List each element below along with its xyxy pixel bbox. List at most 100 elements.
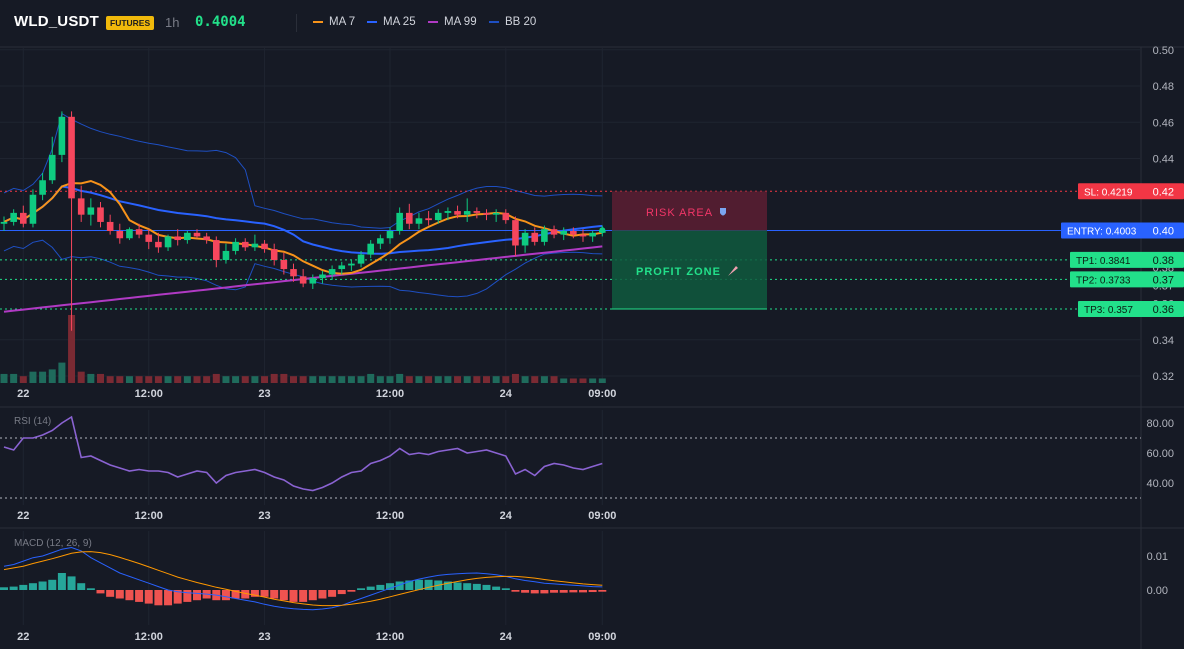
macd-histogram-bar [173, 590, 182, 604]
macd-histogram-bar [366, 586, 375, 590]
macd-histogram-bar [414, 579, 423, 590]
macd-histogram-bar [598, 590, 607, 592]
candle-body [116, 231, 124, 239]
volume-bar [251, 376, 259, 383]
macd-histogram-bar [125, 590, 134, 601]
volume-bar [241, 376, 249, 383]
candle-body [357, 254, 365, 264]
macd-histogram-bar [328, 590, 337, 597]
macd-histogram-bar [154, 590, 163, 606]
x-tick-label: 22 [17, 631, 29, 643]
volume-bar [540, 376, 548, 383]
level-tag-bg [1070, 271, 1184, 288]
volume-bar [19, 376, 27, 383]
macd-histogram-bar [38, 581, 47, 590]
volume-bar [376, 376, 384, 383]
candle-body [328, 269, 336, 275]
macd-histogram-bar [250, 590, 259, 597]
candle-body [299, 276, 307, 284]
macd-histogram-bar [357, 588, 366, 590]
macd-histogram-bar [386, 583, 394, 590]
macd-histogram-bar [106, 590, 115, 597]
volume-bar [164, 376, 172, 383]
macd-histogram-bar [492, 586, 501, 590]
symbol-name[interactable]: WLD_USDT [14, 13, 99, 30]
profit-zone-label: PROFIT ZONE [636, 266, 721, 278]
macd-histogram-bar [241, 590, 250, 599]
volume-bar [415, 376, 423, 383]
candle-body [570, 231, 577, 235]
legend-ma25-label: MA 25 [383, 16, 416, 28]
volume-bar [145, 376, 153, 383]
legend-bb20[interactable]: BB 20 [489, 16, 536, 28]
level-tag-label: ENTRY: 0.4003 [1067, 226, 1137, 237]
candle-body [463, 211, 471, 215]
volume-bar [270, 373, 278, 383]
macd-histogram-bar [86, 588, 95, 590]
candle-body [396, 212, 403, 231]
price-tick-label: 0.44 [1153, 154, 1174, 166]
volume-bar [434, 376, 442, 383]
volume-bar [232, 376, 240, 383]
macd-histogram-bar [376, 584, 385, 590]
risk-area-label: RISK AREA [646, 207, 713, 219]
price-tick-label: 0.48 [1153, 81, 1174, 93]
macd-histogram-bar [501, 588, 510, 590]
candle-body [483, 212, 490, 215]
legend-ma7[interactable]: MA 7 [313, 16, 355, 28]
macd-histogram-bar [559, 590, 568, 593]
macd-histogram-bar [482, 584, 491, 590]
candle-body [270, 249, 278, 260]
candle-body [502, 212, 510, 221]
volume-bar [598, 378, 606, 383]
volume-bar [425, 376, 433, 383]
macd-histogram-bar [405, 580, 414, 590]
macd-histogram-bar [260, 590, 269, 597]
candle-body [58, 116, 66, 155]
macd-histogram-bar [521, 590, 530, 593]
volume-bar [183, 376, 191, 383]
legend-ma99[interactable]: MA 99 [428, 16, 477, 28]
ma25-line [3, 185, 603, 255]
volume-bar [77, 371, 85, 383]
candle-body [406, 212, 413, 224]
candle-body [29, 194, 37, 224]
volume-bar [569, 378, 577, 383]
x-tick-label: 12:00 [135, 631, 163, 643]
volume-bar [0, 373, 8, 383]
volume-bar [135, 376, 143, 383]
legend-ma25[interactable]: MA 25 [367, 16, 416, 28]
macd-histogram-bar [67, 576, 76, 590]
risk-zone [612, 191, 767, 231]
volume-bar [97, 373, 104, 383]
macd-histogram-bar [308, 590, 317, 601]
candle-body [367, 243, 374, 255]
volume-bar [106, 376, 114, 383]
price-tick-label: 0.50 [1153, 45, 1174, 57]
volume-bar [579, 378, 587, 383]
volume-bar [589, 378, 597, 383]
volume-bar [367, 373, 375, 383]
profit-zone [612, 230, 767, 309]
rsi-tick-label: 40.00 [1146, 478, 1174, 490]
macd-histogram-bar [318, 590, 327, 599]
candle-body [541, 229, 548, 242]
candle-body [261, 243, 268, 250]
x-tick-label: 23 [258, 388, 270, 400]
legend-ma7-label: MA 7 [329, 16, 356, 28]
candle-body [434, 212, 442, 221]
interval-selector[interactable]: 1h [165, 15, 180, 30]
candle-body [87, 207, 95, 215]
macd-histogram-bar [530, 590, 539, 594]
candle-body [589, 232, 596, 237]
candle-body [97, 207, 104, 222]
volume-bar [212, 373, 220, 383]
macd-histogram-bar [463, 583, 472, 590]
macd-histogram-bar [279, 590, 288, 601]
macd-title: MACD (12, 26, 9) [14, 538, 92, 549]
candle-body [309, 278, 317, 284]
macd-histogram-bar [28, 583, 37, 590]
macd-histogram-bar [511, 590, 520, 592]
last-price: 0.4004 [195, 14, 246, 30]
